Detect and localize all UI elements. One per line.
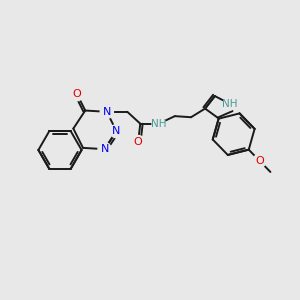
Text: N: N — [103, 107, 111, 117]
Circle shape — [223, 97, 236, 110]
Circle shape — [100, 105, 113, 119]
Circle shape — [110, 124, 123, 138]
Circle shape — [152, 117, 165, 130]
Circle shape — [70, 88, 84, 101]
Text: NH: NH — [222, 99, 237, 109]
Text: NH: NH — [151, 119, 167, 129]
Text: N: N — [100, 144, 109, 154]
Text: O: O — [255, 156, 264, 166]
Text: N: N — [112, 126, 121, 136]
Circle shape — [253, 154, 266, 167]
Circle shape — [131, 136, 145, 149]
Text: O: O — [134, 137, 142, 147]
Circle shape — [98, 142, 111, 156]
Text: O: O — [73, 89, 81, 99]
